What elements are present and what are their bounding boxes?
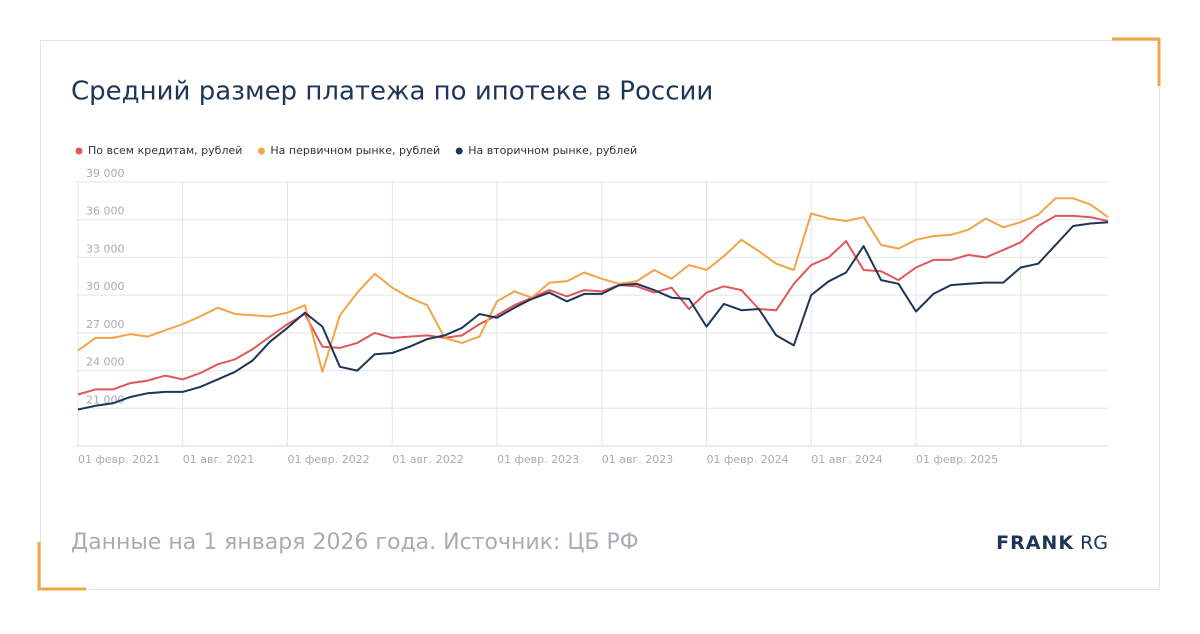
y-tick-label: 36 000 — [86, 205, 125, 218]
brand-bold: FRANK — [996, 532, 1074, 554]
legend-label: По всем кредитам, рублей — [88, 144, 242, 157]
x-tick-label: 01 авг. 2024 — [811, 453, 882, 466]
x-tick-label: 01 авг. 2021 — [183, 453, 254, 466]
corner — [37, 542, 86, 591]
chart-title: Средний размер платежа по ипотеке в Росс… — [71, 77, 713, 107]
legend-label: На вторичном рынке, рублей — [468, 144, 637, 157]
series-line — [77, 221, 1109, 411]
series-line — [77, 197, 1109, 373]
series-line — [77, 214, 1109, 396]
legend-label: На первичном рынке, рублей — [270, 144, 440, 157]
footer: Данные на 1 января 2026 года. Источник: … — [71, 530, 639, 555]
x-tick-label: 01 авг. 2023 — [602, 453, 673, 466]
y-tick-label: 24 000 — [86, 356, 125, 369]
legend-dot — [455, 147, 463, 155]
legend-dot — [257, 147, 265, 155]
y-tick-label: 27 000 — [86, 318, 125, 331]
brand: FRANK RG — [996, 532, 1108, 554]
y-tick-label: 33 000 — [86, 242, 125, 255]
brand-light: RG — [1080, 532, 1108, 554]
x-tick-label: 01 февр. 2024 — [706, 453, 788, 466]
card — [40, 40, 1160, 590]
y-tick-label: 30 000 — [86, 280, 125, 293]
corner — [1112, 37, 1161, 86]
x-tick-label: 01 февр. 2025 — [916, 453, 998, 466]
legend-dot — [75, 147, 83, 155]
x-tick-label: 01 авг. 2022 — [392, 453, 463, 466]
y-tick-label: 39 000 — [86, 167, 125, 180]
x-tick-label: 01 февр. 2021 — [78, 453, 160, 466]
x-tick-label: 01 февр. 2022 — [287, 453, 369, 466]
x-tick-label: 01 февр. 2023 — [497, 453, 579, 466]
